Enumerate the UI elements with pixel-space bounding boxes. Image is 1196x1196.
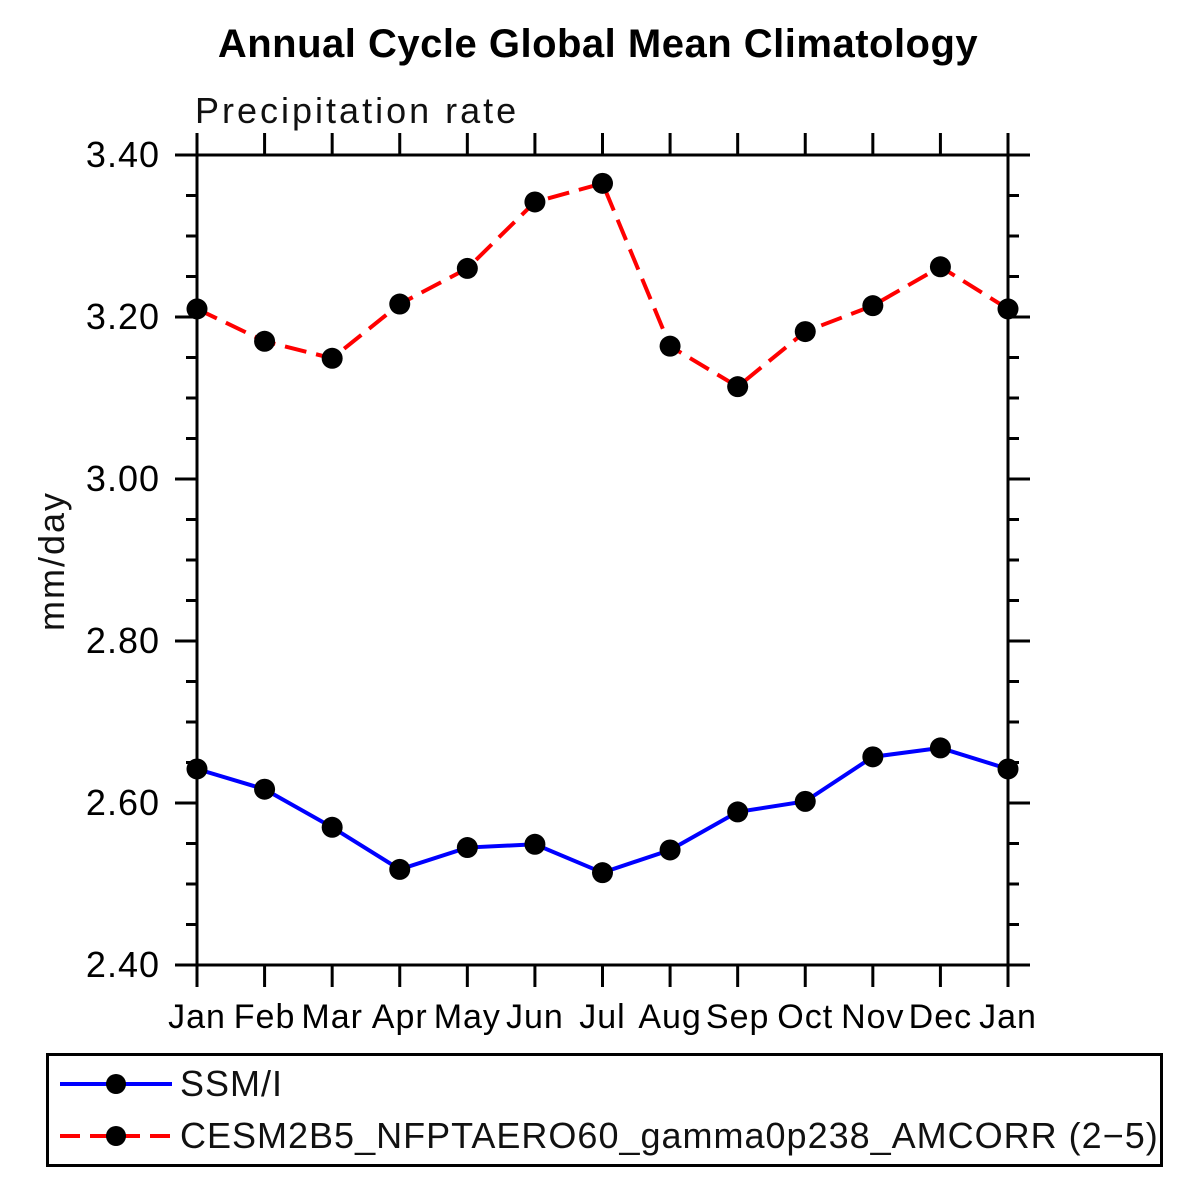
data-point <box>254 778 276 800</box>
data-point <box>659 335 681 357</box>
data-point <box>456 837 478 859</box>
data-point <box>524 191 546 213</box>
x-axis-tick-label: Apr <box>372 998 428 1036</box>
data-point <box>254 330 276 352</box>
x-axis-tick-label: Sep <box>706 998 770 1036</box>
data-point <box>862 746 884 768</box>
legend-label-cesm: CESM2B5_NFPTAERO60_gamma0p238_AMCORR (2−… <box>180 1115 1159 1157</box>
data-point <box>997 758 1019 780</box>
x-axis-tick-label: Jan <box>979 998 1037 1036</box>
data-point <box>456 257 478 279</box>
data-point <box>592 172 613 194</box>
series-line-1 <box>196 180 1010 390</box>
chart-title: Annual Cycle Global Mean Climatology <box>217 22 979 66</box>
x-axis-tick-label: Jun <box>506 998 564 1036</box>
chart-subtitle: Precipitation rate <box>195 90 520 131</box>
data-point <box>727 376 749 398</box>
legend-solid-line-sample <box>60 1073 172 1094</box>
data-point <box>389 293 411 315</box>
data-point <box>524 833 546 855</box>
y-axis-tick-label: 2.40 <box>86 944 160 985</box>
x-axis-tick-label: Nov <box>841 998 904 1036</box>
data-point <box>321 816 343 838</box>
plot-frame <box>195 153 1010 967</box>
data-point <box>929 737 951 759</box>
data-point <box>794 790 816 812</box>
data-point <box>186 758 208 780</box>
data-point <box>592 862 613 884</box>
data-point <box>929 256 951 278</box>
x-axis-tick-label: Jan <box>168 998 226 1036</box>
data-point <box>727 801 749 823</box>
legend-box: SSM/I CESM2B5_NFPTAERO60_gamma0p238_AMCO… <box>46 1053 1163 1167</box>
x-axis-tick-label: Dec <box>909 998 972 1036</box>
legend-entry-cesm: CESM2B5_NFPTAERO60_gamma0p238_AMCORR (2−… <box>57 1111 1160 1161</box>
y-axis-tick-label: 3.20 <box>86 296 160 337</box>
x-axis-tick-label: Jul <box>579 998 625 1036</box>
data-point <box>659 839 681 861</box>
data-point <box>186 298 208 320</box>
x-axis-tick-label: Aug <box>638 998 702 1036</box>
x-axis-tick-label: Feb <box>234 998 296 1036</box>
legend-label-ssmi: SSM/I <box>180 1062 284 1104</box>
legend-dashed-line-sample <box>60 1126 172 1147</box>
y-axis-tick-label: 3.40 <box>86 134 160 175</box>
x-axis-tick-label: Oct <box>777 998 833 1036</box>
series-line-0 <box>196 745 1009 875</box>
y-axis-tick-label: 2.80 <box>86 620 160 661</box>
legend-entry-ssmi: SSM/I <box>57 1059 1160 1109</box>
y-axis-tick-label: 2.60 <box>86 782 160 823</box>
y-axis-tick-label: 3.00 <box>86 458 160 499</box>
x-axis-tick-label: Mar <box>301 998 363 1036</box>
data-point <box>321 347 343 369</box>
data-point <box>794 321 816 343</box>
data-point <box>862 295 884 317</box>
data-point <box>389 858 411 880</box>
data-point <box>997 298 1019 320</box>
x-axis-tick-label: May <box>434 998 501 1036</box>
